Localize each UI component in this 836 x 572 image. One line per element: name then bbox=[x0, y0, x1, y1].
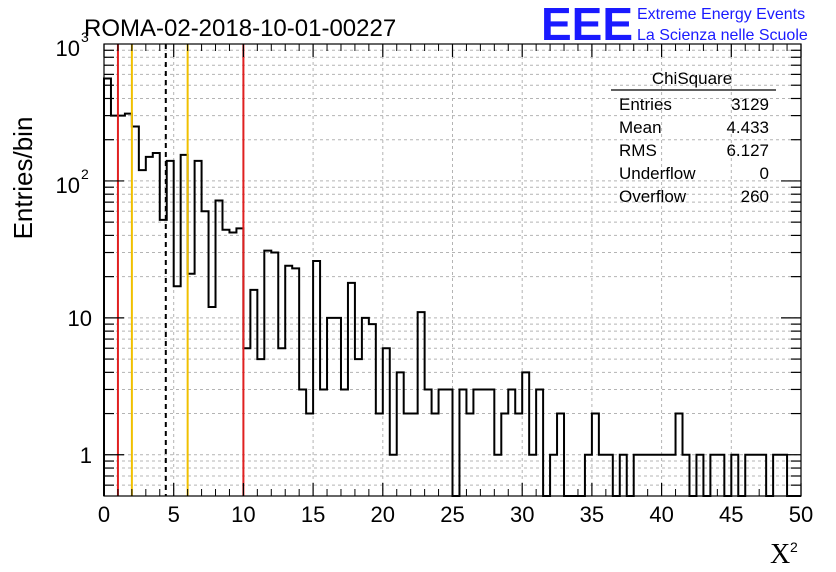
histogram-bin bbox=[271, 253, 278, 496]
histogram-bin bbox=[202, 211, 209, 496]
x-tick-label: 30 bbox=[510, 502, 534, 527]
x-tick-label: 5 bbox=[168, 502, 180, 527]
histogram-bin bbox=[397, 372, 404, 496]
histogram-bin bbox=[473, 389, 480, 496]
x-tick-label: 50 bbox=[789, 502, 813, 527]
histogram-bin bbox=[536, 389, 543, 496]
histogram-bin bbox=[104, 78, 111, 496]
stats-value: 6.127 bbox=[726, 141, 769, 160]
histogram-bin bbox=[132, 126, 139, 496]
stats-value: 260 bbox=[741, 187, 769, 206]
histogram-bin bbox=[222, 230, 229, 496]
histogram-bin bbox=[425, 389, 432, 496]
x-tick-label: 40 bbox=[649, 502, 673, 527]
stats-label: Underflow bbox=[619, 164, 696, 183]
histogram-bin bbox=[439, 389, 446, 496]
histogram-bin bbox=[292, 268, 299, 496]
y-tick-label: 1 bbox=[80, 443, 92, 468]
histogram-bin bbox=[508, 389, 515, 496]
logo-line-1: Extreme Energy Events bbox=[637, 6, 805, 23]
stats-title: ChiSquare bbox=[652, 69, 732, 88]
histogram-bin bbox=[487, 389, 494, 496]
y-tick-label-exponent: 2 bbox=[81, 166, 89, 182]
histogram-bin bbox=[146, 157, 153, 496]
histogram-bin bbox=[236, 228, 243, 496]
reference-lines bbox=[116, 44, 245, 496]
histogram-bin bbox=[446, 389, 453, 496]
stats-label: Entries bbox=[619, 95, 672, 114]
x-axis-label: X 2 bbox=[770, 539, 798, 570]
y-tick-label: 10 bbox=[56, 173, 80, 198]
histogram-bin bbox=[480, 389, 487, 496]
histogram-bin bbox=[327, 318, 334, 496]
x-tick-label: 45 bbox=[719, 502, 743, 527]
stats-label: Overflow bbox=[619, 187, 687, 206]
x-tick-label: 25 bbox=[440, 502, 464, 527]
y-tick-label: 10 bbox=[68, 306, 92, 331]
histogram-bin bbox=[229, 233, 236, 496]
y-axis-label: Entries/bin bbox=[8, 117, 38, 240]
x-tick-label: 0 bbox=[98, 502, 110, 527]
x-tick-label: 10 bbox=[231, 502, 255, 527]
histogram-bin bbox=[181, 155, 188, 496]
histogram-bins bbox=[103, 77, 801, 497]
histogram-bin bbox=[243, 348, 250, 496]
x-tick-label: 20 bbox=[371, 502, 395, 527]
histogram-bin bbox=[278, 348, 285, 496]
histogram-bin bbox=[250, 290, 257, 496]
histogram-bin bbox=[369, 324, 376, 496]
histogram-bin bbox=[257, 359, 264, 496]
y-tick-label: 10 bbox=[56, 36, 80, 61]
x-axis-label-sup: 2 bbox=[790, 539, 798, 555]
histogram-bin bbox=[522, 372, 529, 496]
histogram-outline bbox=[103, 77, 801, 497]
histogram-bin bbox=[125, 114, 132, 496]
chart-title: ROMA-02-2018-10-01-00227 bbox=[84, 15, 396, 42]
y-tick-label-exponent: 3 bbox=[81, 29, 89, 45]
histogram-bin bbox=[355, 359, 362, 496]
histogram-bin bbox=[459, 389, 466, 496]
stats-label: Mean bbox=[619, 118, 662, 137]
stats-rows: Entries 3129 Mean 4.433 RMS 6.127 Underflow 0 Ov… bbox=[619, 95, 769, 206]
x-axis: 0 5 10 15 20 25 30 35 40 45 50 bbox=[98, 44, 813, 527]
x-axis-label-main: X bbox=[770, 539, 790, 570]
stats-box: ChiSquare Entries 3129 Mean 4.433 RMS 6.127 Un… bbox=[611, 69, 776, 206]
stats-value: 4.433 bbox=[726, 118, 769, 137]
histogram-bin bbox=[334, 318, 341, 496]
histogram-bin bbox=[362, 318, 369, 496]
histogram-bin bbox=[188, 274, 195, 496]
stats-value: 0 bbox=[760, 164, 769, 183]
logo-mark: EEE bbox=[541, 0, 633, 50]
histogram-bin bbox=[118, 116, 125, 496]
logo-line-2: La Scienza nelle Scuole bbox=[637, 27, 808, 44]
x-tick-label: 35 bbox=[580, 502, 604, 527]
histogram-bin bbox=[320, 389, 327, 496]
histogram-bin bbox=[383, 348, 390, 496]
histogram-bin bbox=[139, 170, 146, 496]
histogram-bin bbox=[341, 389, 348, 496]
histogram-bin bbox=[264, 251, 271, 496]
histogram-bin bbox=[111, 116, 118, 496]
logo: EEE Extreme Energy Events La Scienza nel… bbox=[541, 0, 808, 50]
x-tick-label: 15 bbox=[301, 502, 325, 527]
grid bbox=[104, 44, 801, 496]
stats-label: RMS bbox=[619, 141, 657, 160]
histogram-bin bbox=[299, 389, 306, 496]
stats-value: 3129 bbox=[731, 95, 769, 114]
